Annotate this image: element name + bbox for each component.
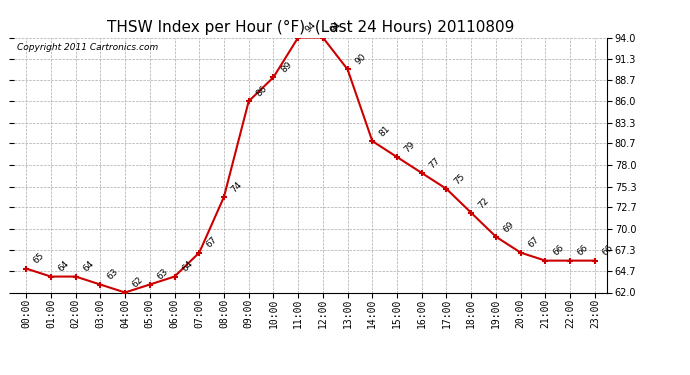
Text: 66: 66 [551, 243, 565, 258]
Title: THSW Index per Hour (°F)  (Last 24 Hours) 20110809: THSW Index per Hour (°F) (Last 24 Hours)… [107, 20, 514, 35]
Text: 94: 94 [304, 20, 318, 35]
Text: Copyright 2011 Cartronics.com: Copyright 2011 Cartronics.com [17, 43, 158, 52]
Text: 66: 66 [575, 243, 590, 258]
Text: 75: 75 [452, 172, 466, 186]
Text: 64: 64 [180, 260, 195, 274]
Text: 67: 67 [526, 236, 541, 250]
Text: 77: 77 [427, 156, 442, 170]
Text: 69: 69 [502, 219, 516, 234]
Text: 65: 65 [32, 251, 46, 266]
Text: 90: 90 [353, 52, 368, 67]
Text: 64: 64 [57, 260, 71, 274]
Text: 86: 86 [254, 84, 268, 99]
Text: 94: 94 [328, 20, 343, 35]
Text: 64: 64 [81, 260, 96, 274]
Text: 67: 67 [205, 236, 219, 250]
Text: 72: 72 [477, 196, 491, 210]
Text: 79: 79 [402, 140, 417, 154]
Text: 89: 89 [279, 60, 293, 75]
Text: 62: 62 [130, 275, 145, 290]
Text: 74: 74 [230, 180, 244, 194]
Text: 66: 66 [600, 243, 615, 258]
Text: 63: 63 [106, 267, 120, 282]
Text: 81: 81 [378, 124, 393, 138]
Text: 63: 63 [155, 267, 170, 282]
